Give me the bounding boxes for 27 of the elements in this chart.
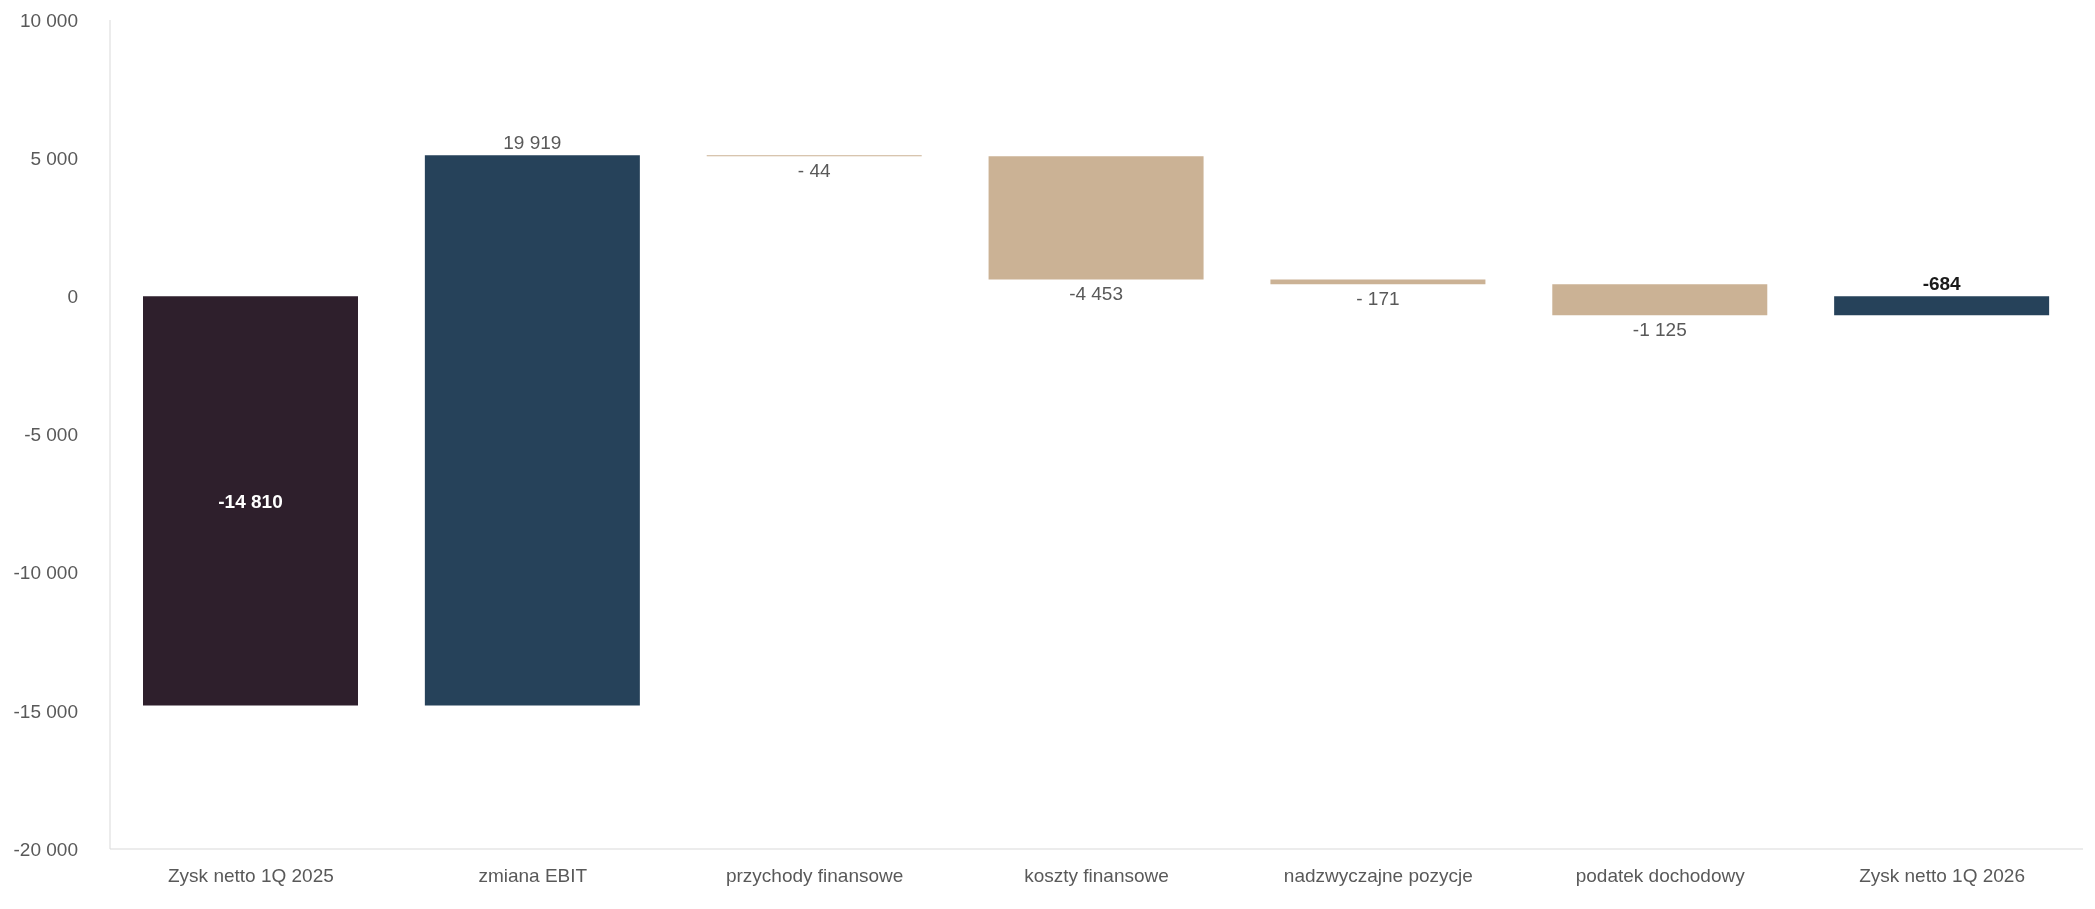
x-tick-label: nadzwyczajne pozycje bbox=[1283, 865, 1473, 887]
data-label: -1 125 bbox=[1632, 319, 1687, 341]
x-tick-label: Zysk netto 1Q 2025 bbox=[168, 865, 334, 887]
y-tick-label: 10 000 bbox=[19, 9, 78, 31]
x-tick-label: Zysk netto 1Q 2026 bbox=[1859, 865, 2025, 887]
y-tick-label: -10 000 bbox=[13, 562, 78, 584]
bar bbox=[1270, 279, 1486, 285]
y-tick-label: 0 bbox=[67, 286, 78, 308]
bar bbox=[1834, 296, 2050, 316]
y-tick-label: -5 000 bbox=[24, 424, 78, 446]
bar bbox=[988, 156, 1204, 280]
data-label: -4 453 bbox=[1069, 283, 1124, 305]
data-label: - 44 bbox=[797, 160, 832, 182]
data-label: -14 810 bbox=[218, 490, 283, 512]
x-tick-label: koszty finansowe bbox=[1024, 865, 1169, 887]
bar bbox=[1552, 284, 1768, 316]
y-tick-label: 5 000 bbox=[30, 147, 78, 169]
y-tick-label: -15 000 bbox=[13, 700, 78, 722]
data-label: 19 919 bbox=[503, 132, 562, 154]
x-tick-label: podatek dochodowy bbox=[1575, 865, 1746, 887]
x-tick-label: przychody finansowe bbox=[725, 865, 904, 887]
bar bbox=[143, 296, 358, 706]
x-tick-label: zmiana EBIT bbox=[478, 865, 588, 887]
data-label: - 171 bbox=[1356, 288, 1400, 310]
data-label: -684 bbox=[1922, 273, 1962, 295]
bar bbox=[424, 155, 640, 706]
y-tick-label: -20 000 bbox=[13, 838, 78, 860]
